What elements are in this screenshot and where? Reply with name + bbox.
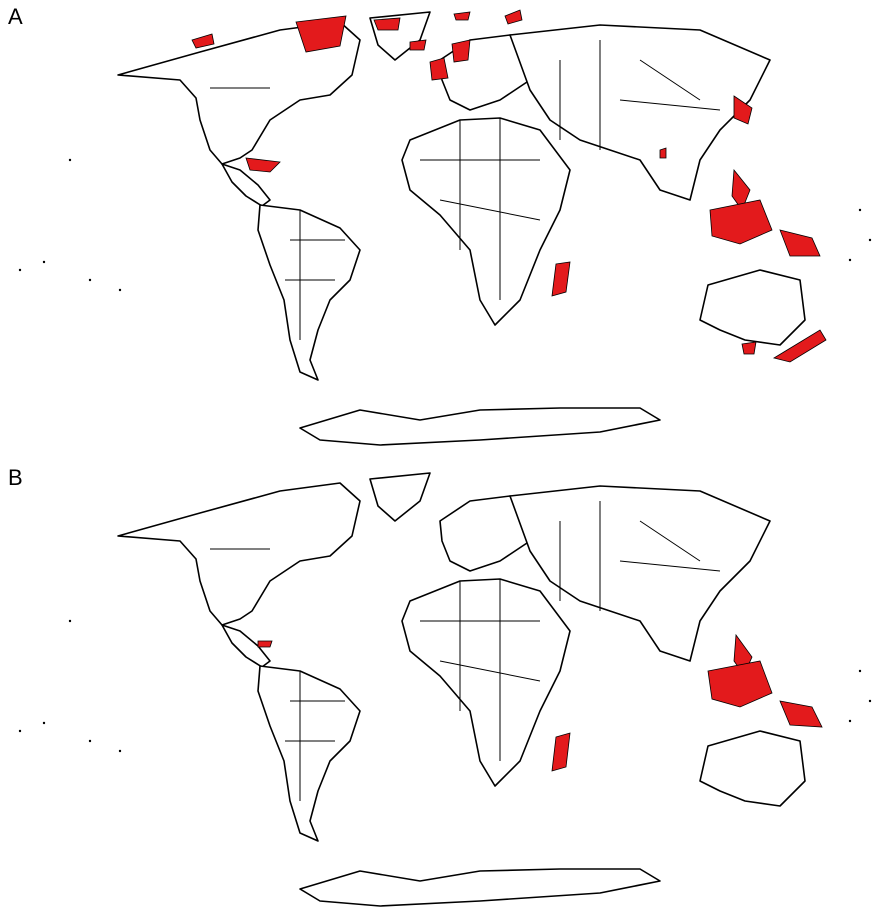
region-alaska bbox=[191, 33, 215, 49]
region-iceland bbox=[409, 39, 427, 51]
region-madagascar bbox=[551, 261, 571, 297]
region-madagascar bbox=[551, 732, 571, 772]
region-canadian-arctic-islands bbox=[295, 15, 347, 53]
region-british-isles bbox=[429, 57, 449, 81]
region-japan bbox=[733, 95, 753, 125]
pacific-islands-b bbox=[18, 619, 872, 753]
region-svalbard bbox=[453, 11, 471, 21]
pacific-islands-a bbox=[18, 158, 872, 292]
antarctica bbox=[299, 868, 661, 907]
region-new-guinea bbox=[779, 229, 821, 257]
antarctica bbox=[299, 407, 661, 446]
highlighted-regions-a bbox=[191, 9, 827, 363]
continents-a bbox=[117, 11, 806, 446]
australia bbox=[699, 269, 806, 346]
central-america bbox=[221, 624, 271, 668]
country-borders-b bbox=[210, 501, 721, 801]
map-panel-b: B bbox=[0, 461, 888, 921]
australia bbox=[699, 730, 806, 807]
region-novaya-zemlya bbox=[504, 9, 523, 25]
country-borders-a bbox=[210, 40, 721, 340]
world-map-b bbox=[18, 472, 872, 907]
region-caribbean bbox=[257, 640, 273, 648]
region-borneo-sumatra bbox=[709, 199, 773, 245]
africa bbox=[401, 117, 571, 326]
region-borneo-sumatra bbox=[707, 660, 773, 708]
region-sri-lanka bbox=[659, 147, 667, 159]
map-panel-a: A bbox=[0, 0, 888, 460]
africa bbox=[401, 578, 571, 787]
europe bbox=[439, 495, 541, 572]
highlighted-regions-b bbox=[257, 633, 823, 772]
region-new-guinea bbox=[779, 700, 823, 728]
continents-b bbox=[117, 472, 806, 907]
region-caribbean bbox=[245, 157, 281, 173]
region-new-zealand bbox=[772, 329, 827, 363]
panel-label-b: B bbox=[8, 465, 23, 490]
greenland bbox=[369, 472, 431, 522]
south-america bbox=[257, 204, 361, 381]
region-tasmania bbox=[741, 341, 757, 355]
north-america bbox=[117, 482, 361, 626]
region-scandinavia bbox=[451, 39, 471, 63]
world-map-a bbox=[18, 9, 872, 446]
central-america bbox=[221, 163, 271, 207]
panel-label-a: A bbox=[8, 4, 23, 29]
south-america bbox=[257, 665, 361, 842]
region-greenland bbox=[373, 17, 401, 31]
